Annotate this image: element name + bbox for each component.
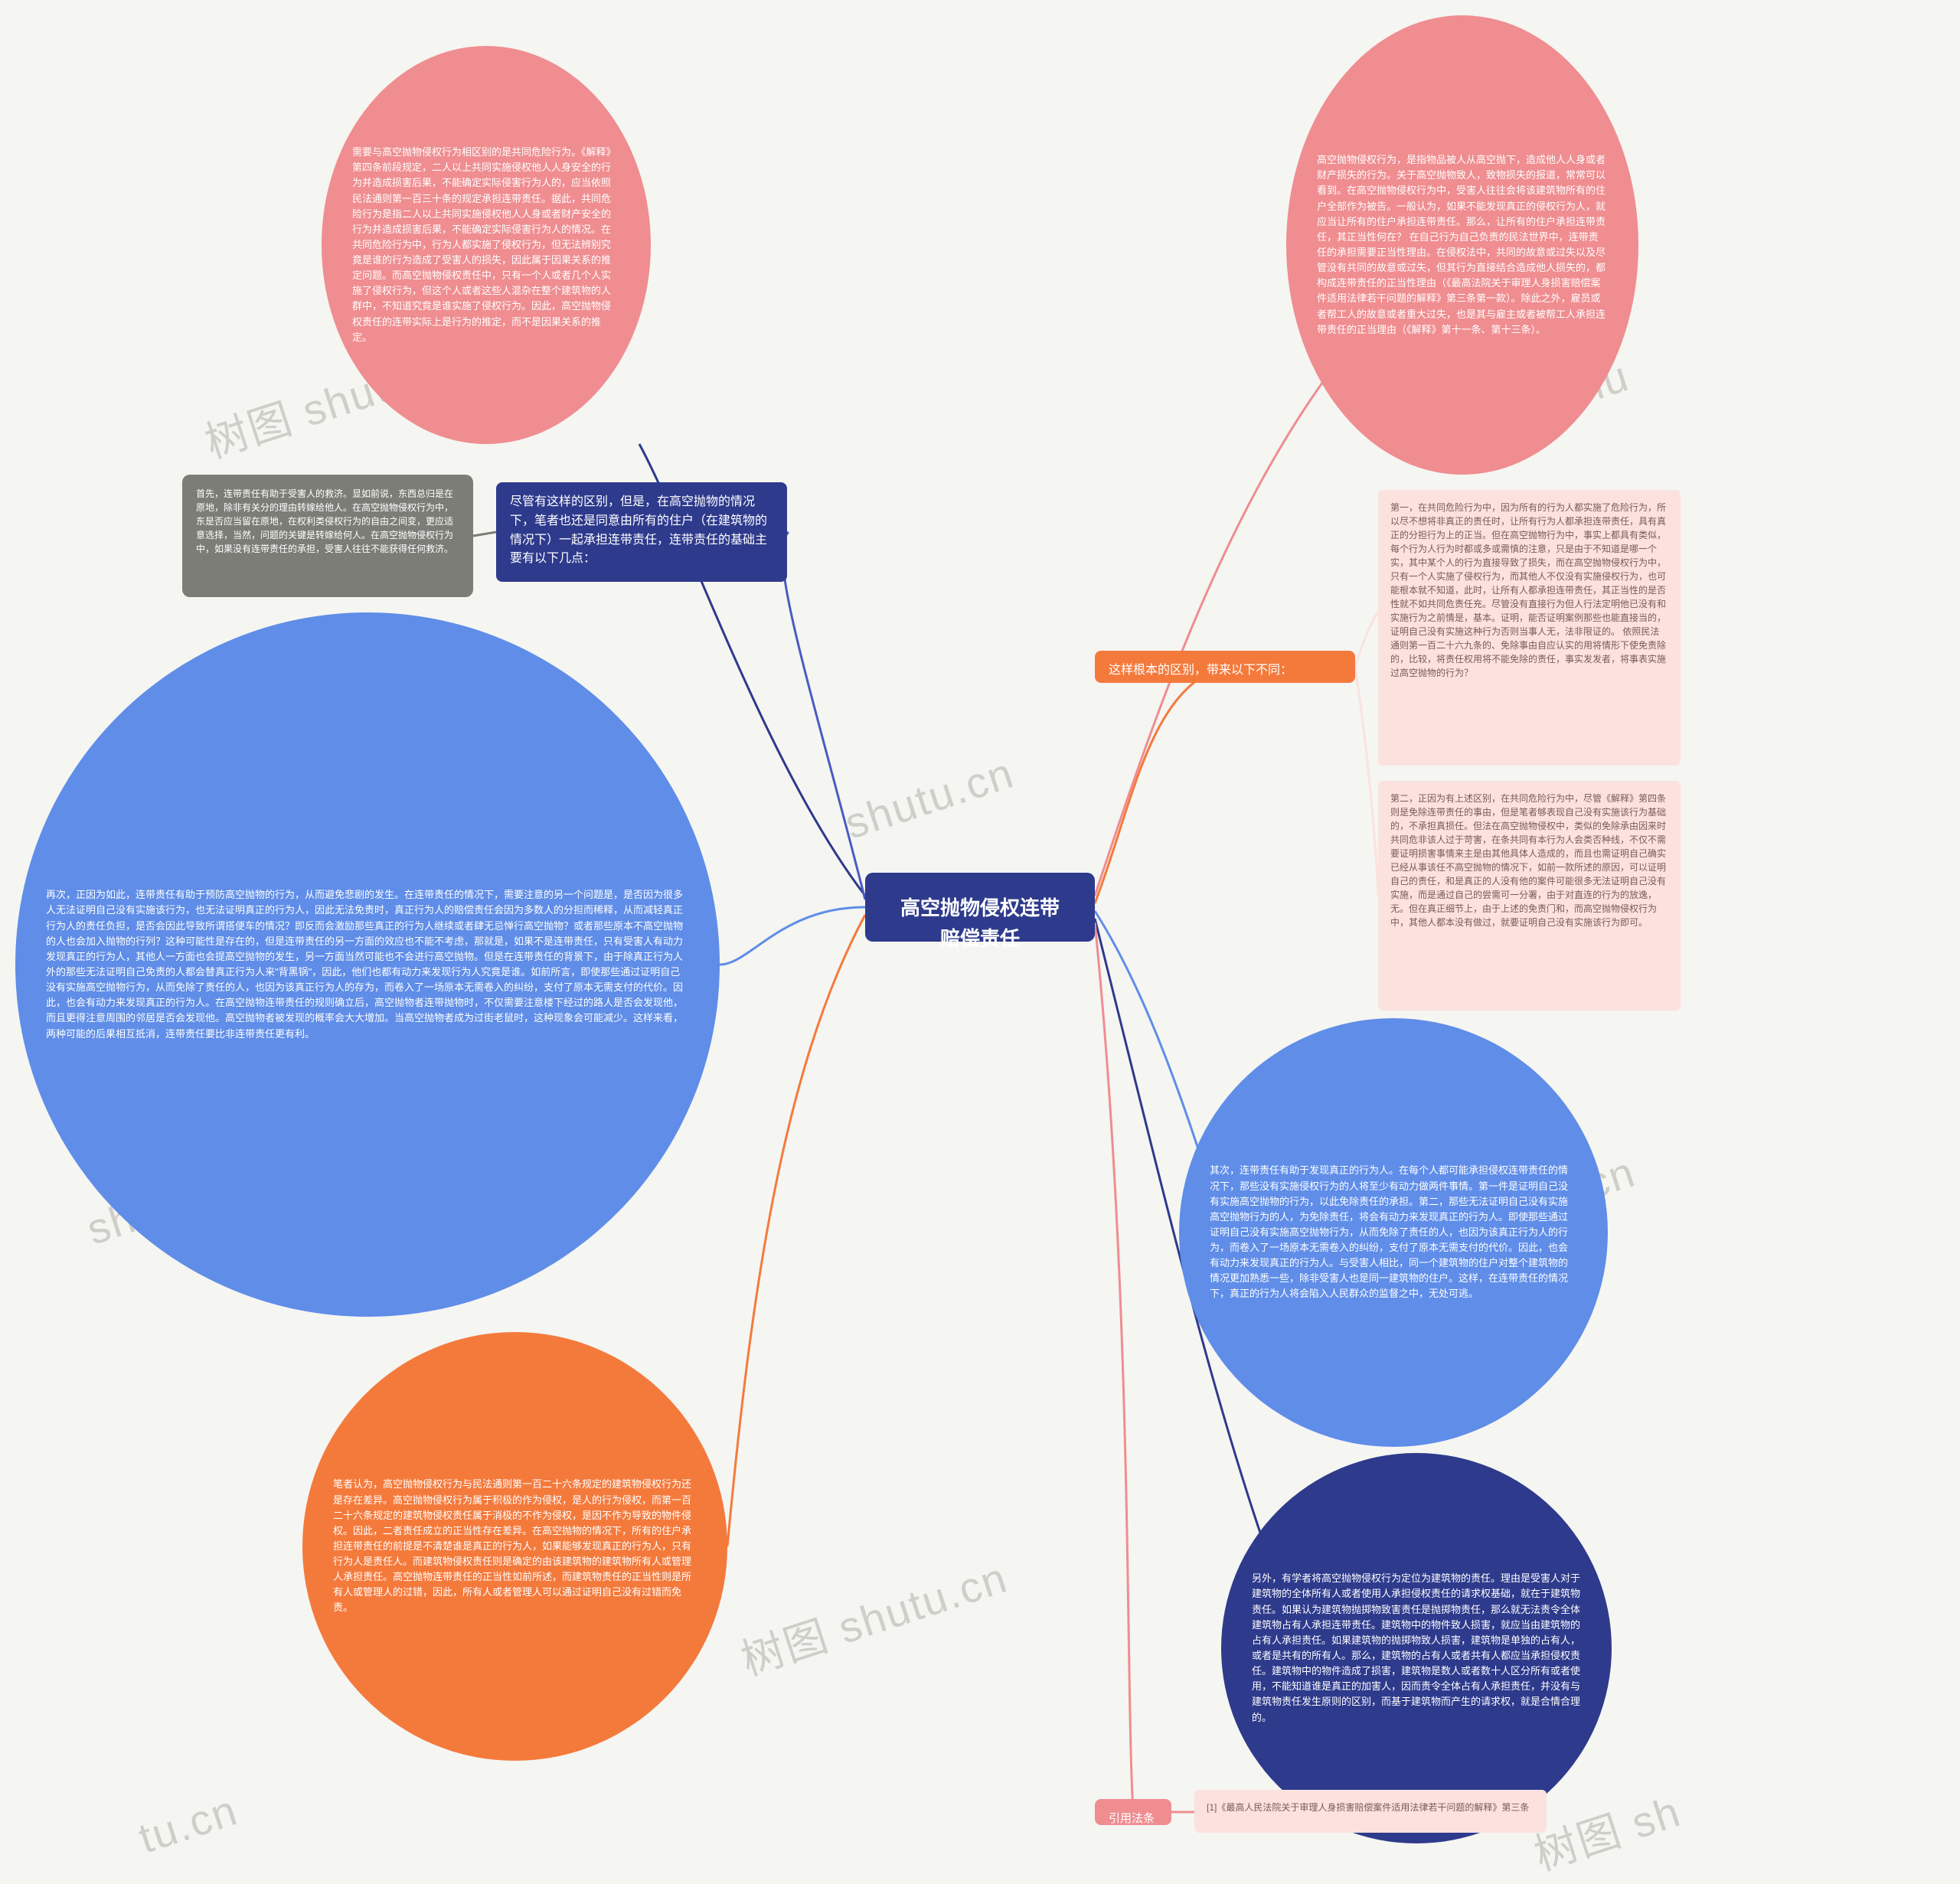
node-definition[interactable]: 高空抛物侵权行为，是指物品被人从高空抛下，造成他人人身或者财产损失的行为。关于高… xyxy=(1286,15,1638,475)
topic-joint-liability[interactable]: 尽管有这样的区别，但是，在高空抛物的情况下，笔者也还是同意由所有的住户（在建筑物… xyxy=(496,482,787,582)
topic-differences[interactable]: 这样根本的区别，带来以下不同： xyxy=(1095,651,1355,683)
node-author-view-text: 笔者认为，高空抛物侵权行为与民法通则第一百二十六条规定的建筑物侵权行为还是存在差… xyxy=(302,1446,727,1646)
node-discover-actor-text: 其次，连带责任有助于发现真正的行为人。在每个人都可能承担侵权连带责任的情况下，那… xyxy=(1179,1132,1608,1332)
center-topic[interactable]: 高空抛物侵权连带赔偿责任 xyxy=(865,873,1095,942)
node-prevention-text: 再次，正因为如此，连带责任有助于预防高空抛物的行为，从而避免悲剧的发生。在连带责… xyxy=(15,857,720,1072)
node-prevention[interactable]: 再次，正因为如此，连带责任有助于预防高空抛物的行为，从而避免悲剧的发生。在连带责… xyxy=(15,612,720,1317)
node-difference-2-text: 第二，正因为有上述区别，在共同危险行为中，尽管《解释》第四条则是免除连带责任的事… xyxy=(1390,792,1668,929)
node-difference-1-text: 第一，在共同危险行为中，因为所有的行为人都实施了危险行为，所以尽不想将非真正的责… xyxy=(1390,501,1668,680)
node-author-view[interactable]: 笔者认为，高空抛物侵权行为与民法通则第一百二十六条规定的建筑物侵权行为还是存在差… xyxy=(302,1332,727,1761)
connector xyxy=(720,907,865,965)
connector xyxy=(1095,666,1225,903)
watermark: tu.cn xyxy=(132,1784,243,1863)
node-definition-text: 高空抛物侵权行为，是指物品被人从高空抛下，造成他人人身或者财产损失的行为。关于高… xyxy=(1286,122,1638,368)
watermark: 树图 sh xyxy=(1525,1778,1687,1883)
watermark: shutu.cn xyxy=(839,747,1021,848)
connector xyxy=(1355,668,1378,896)
node-difference-2[interactable]: 第二，正因为有上述区别，在共同危险行为中，尽管《解释》第四条则是免除连带责任的事… xyxy=(1378,781,1681,1011)
node-difference-1[interactable]: 第一，在共同危险行为中，因为所有的行为人都实施了危险行为，所以尽不想将非真正的责… xyxy=(1378,490,1681,766)
node-distinction-text: 需要与高空抛物侵权行为相区别的是共同危险行为。《解释》第四条前段规定，二人以上共… xyxy=(322,114,651,376)
node-discover-actor[interactable]: 其次，连带责任有助于发现真正的行为人。在每个人都可能承担侵权连带责任的情况下，那… xyxy=(1179,1018,1608,1447)
topic-citation[interactable]: 引用法条 xyxy=(1095,1799,1171,1825)
node-building-liability-text: 另外，有学者将高空抛物侵权行为定位为建筑物的责任。理由是受害人对于建筑物的全体所… xyxy=(1221,1540,1612,1755)
node-citation-text[interactable]: [1]《最高人民法院关于审理人身损害赔偿案件适用法律若干问题的解释》第三条 xyxy=(1194,1790,1547,1833)
connector xyxy=(473,532,496,536)
connector xyxy=(1095,922,1133,1811)
connector xyxy=(782,532,865,900)
citation-content: [1]《最高人民法院关于审理人身损害赔偿案件适用法律若干问题的解释》第三条 xyxy=(1207,1801,1534,1814)
connector xyxy=(1355,612,1378,666)
watermark: 树图 shutu.cn xyxy=(732,1543,1014,1688)
node-rescue-text: 首先，连带责任有助于受害人的救济。显如前说，东西总归是在原地，除非有关分的理由转… xyxy=(196,487,459,556)
connector xyxy=(727,915,865,1546)
node-distinction[interactable]: 需要与高空抛物侵权行为相区别的是共同危险行为。《解释》第四条前段规定，二人以上共… xyxy=(322,46,651,444)
node-building-liability[interactable]: 另外，有学者将高空抛物侵权行为定位为建筑物的责任。理由是受害人对于建筑物的全体所… xyxy=(1221,1453,1612,1843)
node-rescue[interactable]: 首先，连带责任有助于受害人的救济。显如前说，东西总归是在原地，除非有关分的理由转… xyxy=(182,475,473,597)
